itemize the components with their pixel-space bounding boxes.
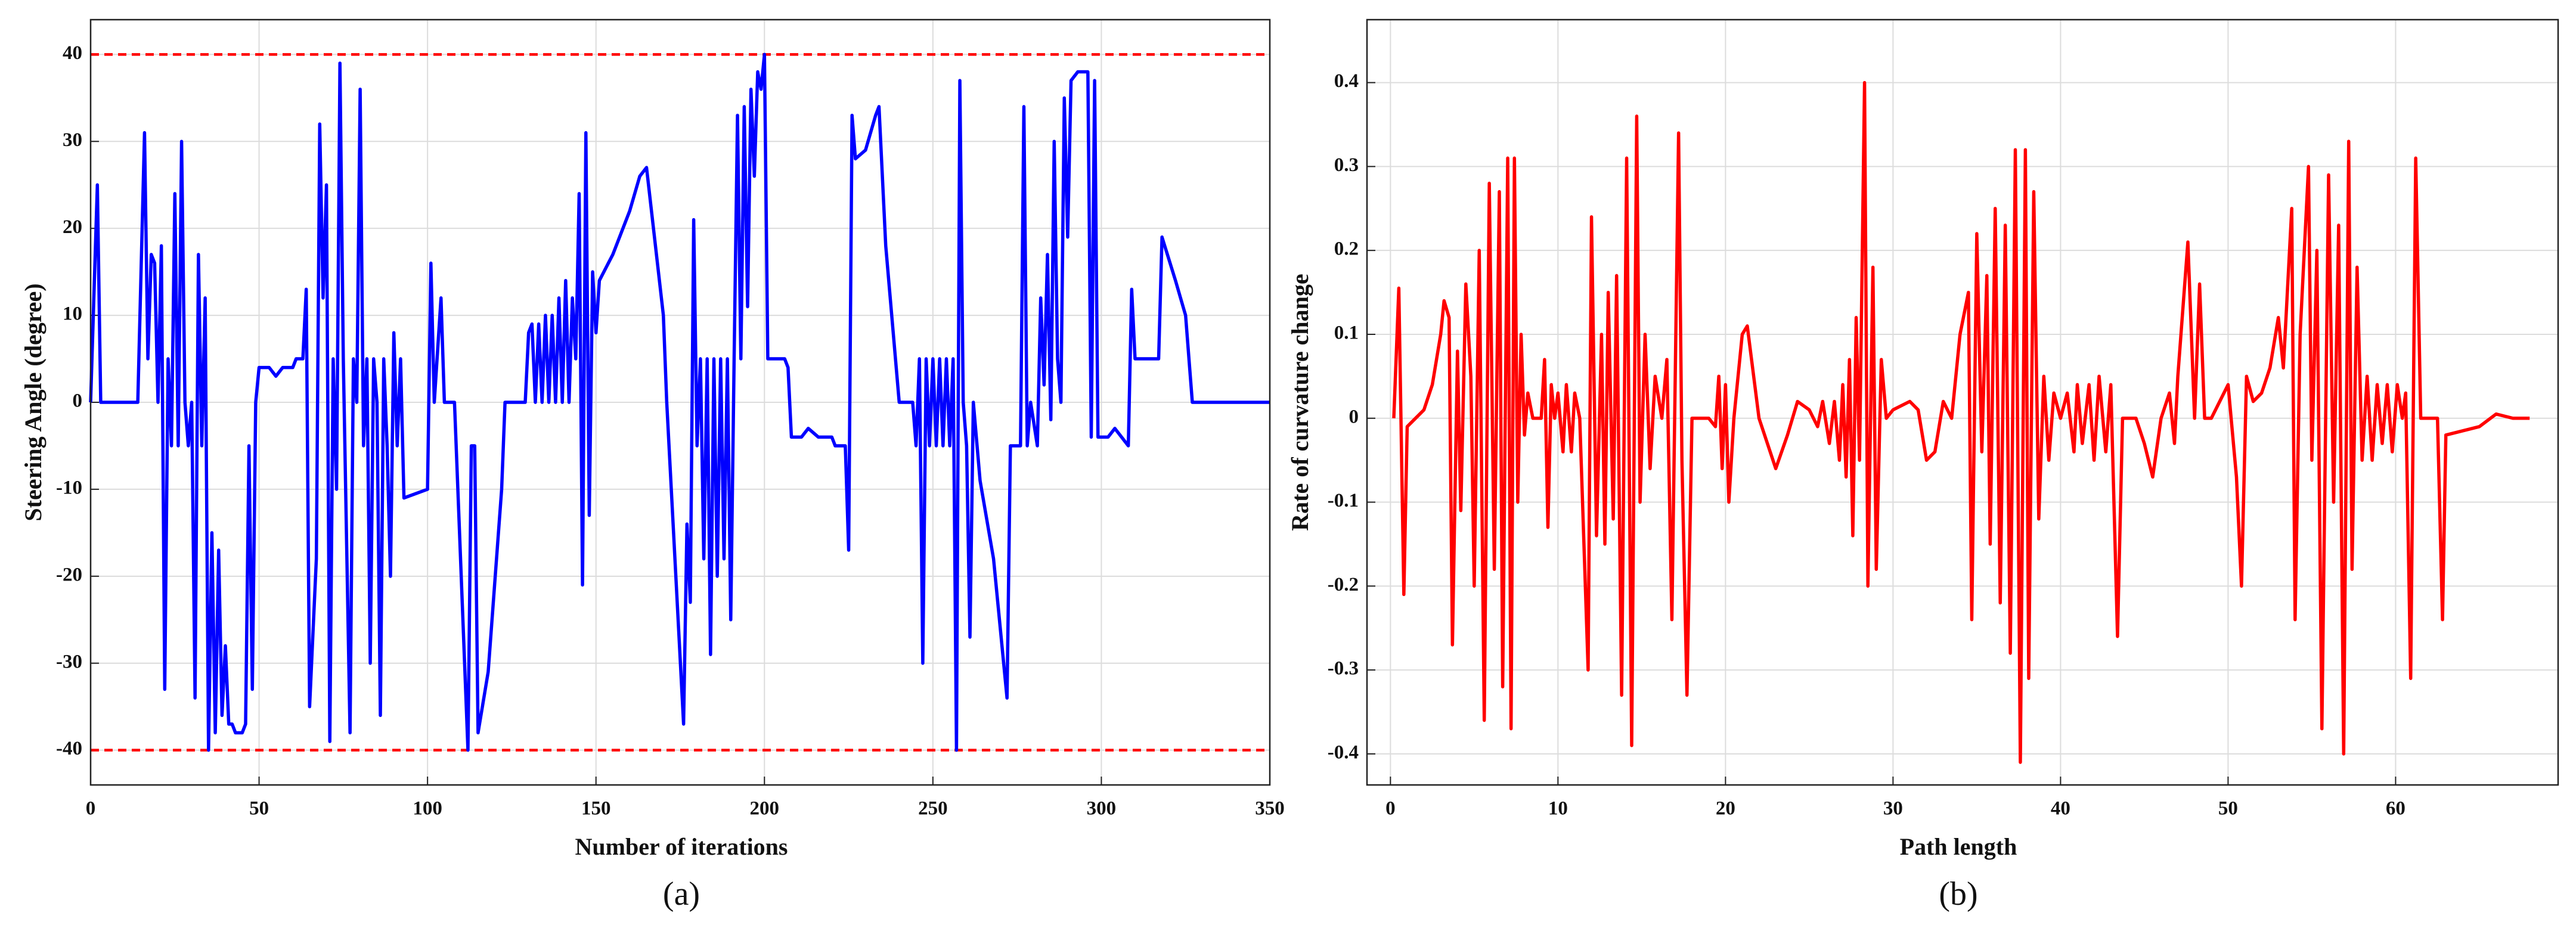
- line-series: [89, 52, 1270, 752]
- y-tick-label: -0.2: [1328, 574, 1359, 595]
- x-tick-label: 300: [1087, 798, 1117, 820]
- y-tick-label: -0.1: [1328, 490, 1359, 511]
- y-tick-label: 30: [63, 129, 82, 151]
- y-tick-label: 0: [1349, 406, 1359, 427]
- y-tick-label: 40: [63, 42, 82, 64]
- x-tick-label: 250: [918, 798, 948, 820]
- caption: (a): [663, 876, 700, 912]
- x-tick-label: 50: [249, 798, 269, 820]
- x-tick-label: 50: [2218, 798, 2238, 820]
- x-tick-label: 150: [581, 798, 611, 820]
- y-tick-label: 20: [63, 216, 82, 238]
- plot-frame: [89, 18, 1271, 786]
- x-tick-label: 200: [750, 798, 780, 820]
- y-tick-label: -40: [56, 738, 82, 759]
- y-tick-label: -0.4: [1328, 741, 1359, 763]
- x-tick-label: 350: [1255, 798, 1285, 820]
- x-axis-label: Number of iterations: [575, 833, 788, 860]
- y-tick-label: -20: [56, 564, 82, 585]
- x-tick-label: 100: [413, 798, 442, 820]
- y-tick-label: -30: [56, 651, 82, 672]
- y-tick-label: -10: [56, 477, 82, 498]
- x-tick-label: 40: [2051, 798, 2070, 820]
- x-tick-label: 0: [1385, 798, 1396, 820]
- x-tick-label: 60: [2386, 798, 2405, 820]
- y-tick-label: 0.4: [1334, 70, 1359, 92]
- y-tick-label: 0.2: [1334, 238, 1359, 260]
- y-tick-label: 0.1: [1334, 322, 1359, 344]
- y-tick-label: 0: [73, 390, 83, 412]
- y-tick-label: 10: [63, 303, 82, 325]
- x-tick-label: 0: [86, 798, 96, 820]
- y-axis-label: Steering Angle (degree): [20, 283, 47, 521]
- y-tick-label: 0.3: [1334, 154, 1359, 176]
- x-tick-label: 30: [1883, 798, 1903, 820]
- x-axis-label: Path length: [1900, 833, 2017, 860]
- y-axis-label: Rate of curvature change: [1287, 274, 1313, 530]
- x-tick-label: 20: [1716, 798, 1735, 820]
- plot-frame: [1366, 18, 2559, 786]
- line-series: [1392, 80, 2530, 764]
- x-tick-label: 10: [1548, 798, 1568, 820]
- y-tick-label: -0.3: [1328, 658, 1359, 679]
- caption: (b): [1939, 876, 1977, 912]
